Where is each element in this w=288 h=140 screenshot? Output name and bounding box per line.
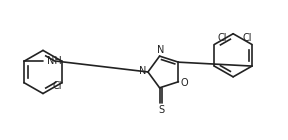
Text: S: S <box>158 105 164 115</box>
Text: NH: NH <box>47 56 62 66</box>
Text: N: N <box>139 66 147 76</box>
Text: Cl: Cl <box>242 33 252 43</box>
Text: Cl: Cl <box>53 81 62 91</box>
Text: Cl: Cl <box>217 33 227 43</box>
Text: N: N <box>157 45 164 55</box>
Text: O: O <box>181 78 188 88</box>
